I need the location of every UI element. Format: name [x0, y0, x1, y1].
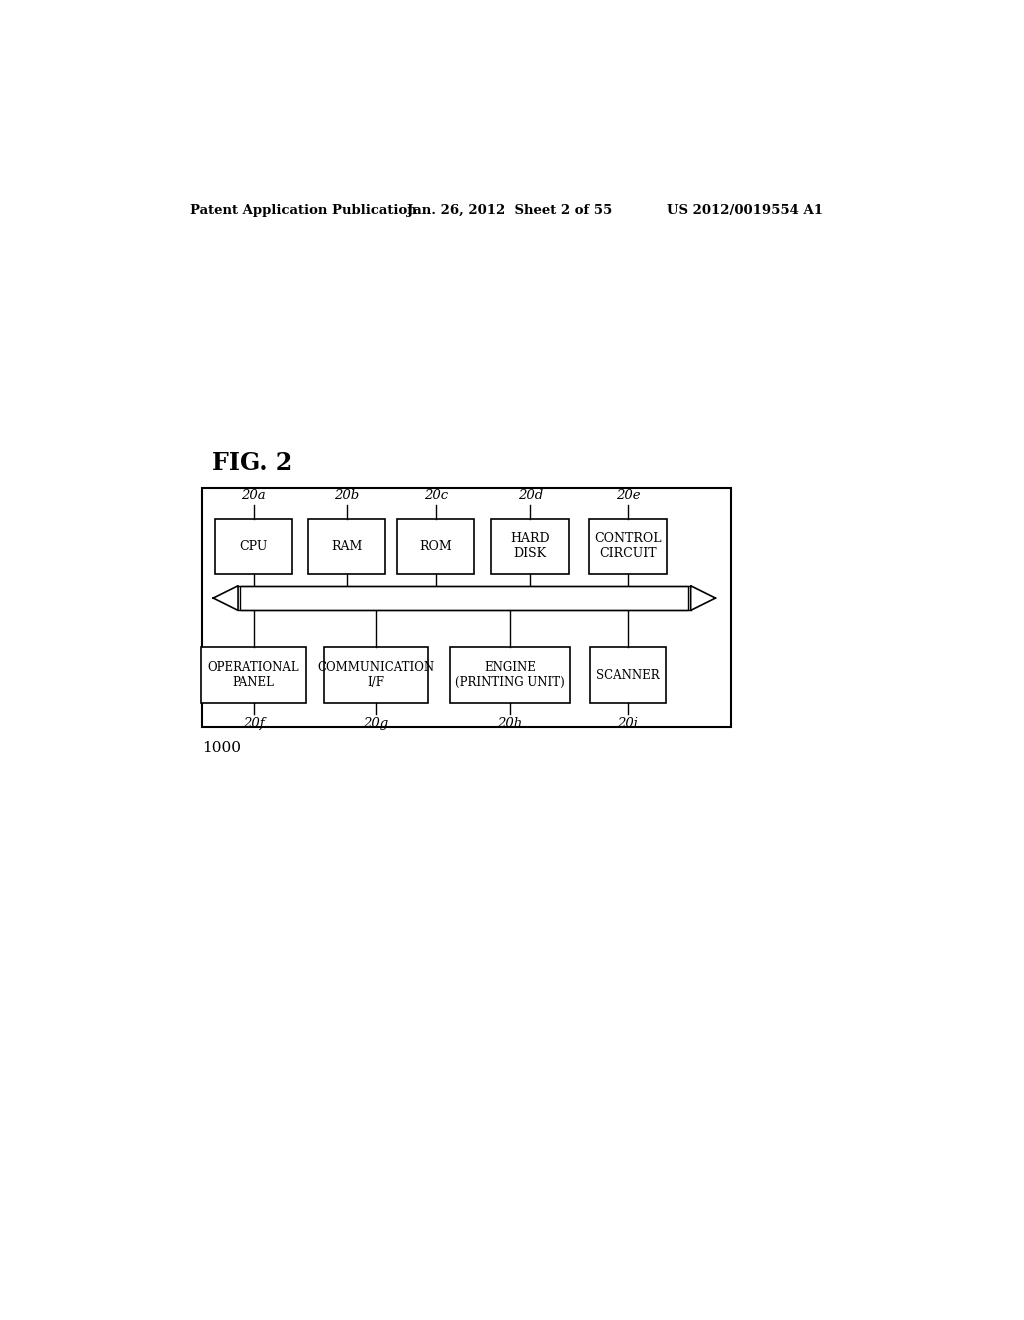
Text: SCANNER: SCANNER — [596, 668, 659, 681]
Text: FIG. 2: FIG. 2 — [212, 450, 292, 475]
Text: CONTROL
CIRCUIT: CONTROL CIRCUIT — [594, 532, 662, 561]
Text: RAM: RAM — [331, 540, 362, 553]
Text: 20b: 20b — [334, 488, 359, 502]
Text: Jan. 26, 2012  Sheet 2 of 55: Jan. 26, 2012 Sheet 2 of 55 — [407, 205, 612, 218]
Bar — [590, 647, 666, 702]
Text: 20h: 20h — [498, 717, 522, 730]
Bar — [397, 519, 474, 574]
Text: ROM: ROM — [419, 540, 452, 553]
Text: US 2012/0019554 A1: US 2012/0019554 A1 — [667, 205, 822, 218]
Text: OPERATIONAL
PANEL: OPERATIONAL PANEL — [208, 661, 299, 689]
Text: CPU: CPU — [240, 540, 267, 553]
Bar — [202, 488, 731, 726]
Bar — [202, 647, 306, 702]
Text: HARD
DISK: HARD DISK — [510, 532, 550, 561]
Text: 20c: 20c — [424, 488, 447, 502]
Bar — [308, 519, 385, 574]
Text: 20e: 20e — [615, 488, 640, 502]
Text: COMMUNICATION
I/F: COMMUNICATION I/F — [317, 661, 434, 689]
Text: Patent Application Publication: Patent Application Publication — [190, 205, 417, 218]
Text: 20i: 20i — [617, 717, 638, 730]
Bar — [324, 647, 428, 702]
Text: 20a: 20a — [242, 488, 266, 502]
Bar — [492, 519, 569, 574]
Text: 20f: 20f — [243, 717, 264, 730]
Text: 20g: 20g — [364, 717, 389, 730]
Polygon shape — [690, 586, 716, 610]
Bar — [589, 519, 667, 574]
Text: 20d: 20d — [517, 488, 543, 502]
Polygon shape — [213, 586, 238, 610]
Bar — [215, 519, 292, 574]
Bar — [450, 647, 570, 702]
Bar — [241, 586, 688, 610]
Text: 1000: 1000 — [202, 741, 241, 755]
Text: ENGINE
(PRINTING UNIT): ENGINE (PRINTING UNIT) — [456, 661, 565, 689]
